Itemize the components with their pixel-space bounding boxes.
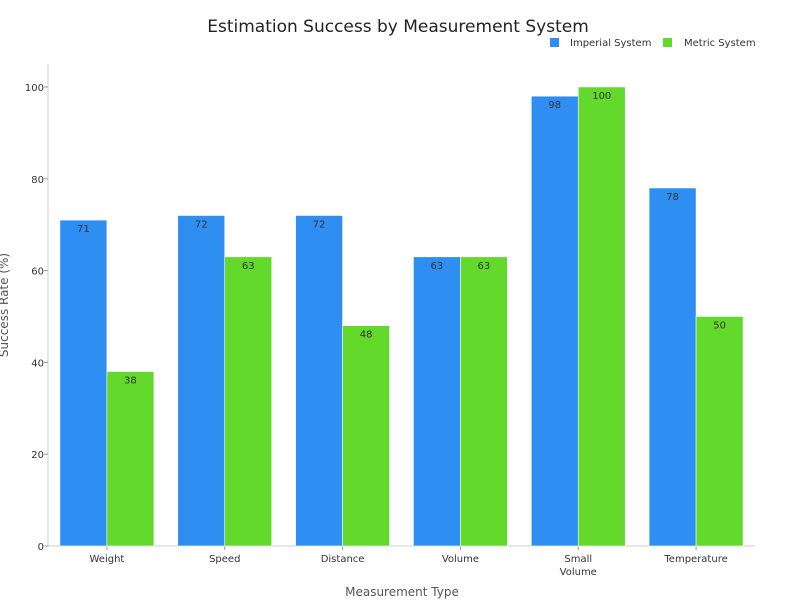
bar-metric-system [577,86,626,547]
y-tick-label: 100 [25,83,44,94]
bar-value-label: 38 [124,376,137,387]
bar-value-label: 78 [666,192,679,203]
bar-value-label: 63 [242,261,255,272]
bar-metric-system [224,256,273,547]
bar-imperial-system [648,187,697,547]
bar-value-label: 72 [313,219,326,230]
x-tick-label: Volume [442,554,479,565]
bar-value-label: 63 [478,261,491,272]
bar-labels: 71 38 72 63 72 48 63 63 98 100 78 50 [77,91,726,387]
legend-label-imperial: Imperial System [570,38,651,49]
bar-value-label: 72 [195,219,208,230]
y-tick-label: 0 [38,542,44,553]
bar-value-label: 50 [713,320,726,331]
bar-metric-system [342,325,390,547]
bar-metric-system [106,371,155,547]
bar-value-label: 63 [431,261,444,272]
x-tick-label: Temperature [663,554,727,565]
bar-imperial-system [295,215,343,547]
x-tick-label: Speed [209,554,240,565]
bar-value-label: 48 [360,330,373,341]
x-tick-label: Distance [321,554,365,565]
y-axis-title: Success Rate (%) [0,253,11,357]
y-axis: 0 20 40 60 80 100 [25,64,49,553]
x-axis-title: Measurement Type [345,585,459,599]
y-tick-label: 80 [31,175,44,186]
legend-label-metric: Metric System [684,38,756,49]
bar-value-label: 98 [548,100,561,111]
legend-swatch-metric [663,38,672,47]
bar-imperial-system [413,256,461,547]
bar-imperial-system [530,95,579,547]
bar-metric-system [695,316,744,547]
bar-imperial-system [59,219,108,547]
x-axis: Weight Speed Distance Volume Small Volume Temp… [48,545,755,578]
x-tick-label: Small Volume [560,554,597,578]
chart-title: Estimation Success by Measurement System [207,17,589,37]
bar-imperial-system [177,215,226,547]
bars [59,86,744,547]
bar-value-label: 100 [592,91,611,102]
bar-value-label: 71 [77,224,90,235]
y-tick-label: 20 [31,450,44,461]
y-tick-label: 60 [31,267,44,278]
y-tick-label: 40 [31,358,44,369]
legend-swatch-imperial [550,38,559,47]
x-tick-label: Weight [89,554,124,565]
legend: Imperial System Metric System [550,38,756,49]
bar-metric-system [460,256,508,547]
